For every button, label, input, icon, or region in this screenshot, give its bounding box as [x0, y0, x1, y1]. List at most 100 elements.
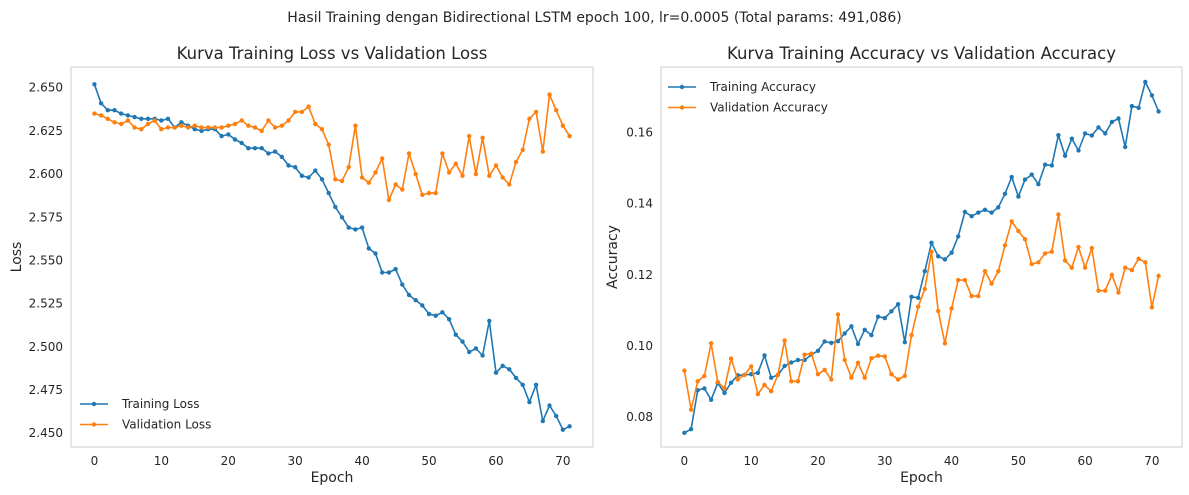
accuracy-data-point-validation	[1082, 265, 1088, 270]
accuracy-data-point-training	[962, 209, 968, 215]
accuracy-data-point-training	[1076, 148, 1081, 153]
loss-data-point-validation	[185, 125, 191, 130]
loss-data-point-training	[353, 227, 358, 232]
loss-data-point-training	[480, 353, 485, 358]
loss-data-point-validation	[192, 123, 197, 128]
loss-data-point-validation	[507, 182, 512, 187]
accuracy-data-point-validation	[1002, 243, 1008, 248]
accuracy-data-point-training	[762, 353, 767, 358]
loss-data-point-validation	[139, 127, 144, 132]
accuracy-axes-frame	[660, 66, 1183, 448]
accuracy-data-point-validation	[1103, 288, 1108, 293]
accuracy-data-point-training	[889, 309, 894, 314]
accuracy-data-point-validation	[849, 375, 854, 380]
accuracy-data-point-validation	[715, 379, 720, 385]
loss-data-point-validation	[98, 113, 104, 118]
accuracy-data-point-training	[1103, 131, 1108, 136]
loss-data-point-validation	[165, 125, 171, 130]
accuracy-data-point-training	[728, 380, 734, 385]
loss-data-point-validation	[386, 197, 392, 203]
loss-data-point-validation	[560, 123, 566, 128]
accuracy-data-point-training	[909, 294, 914, 299]
accuracy-data-point-training	[1029, 172, 1034, 177]
accuracy-y-tick-label: 0.14	[626, 197, 653, 211]
accuracy-data-point-validation	[755, 391, 761, 397]
accuracy-data-point-validation	[835, 312, 841, 317]
accuracy-data-point-validation	[1022, 237, 1028, 242]
loss-data-point-training	[413, 298, 418, 303]
loss-data-point-training	[540, 418, 545, 424]
accuracy-data-point-validation	[795, 379, 801, 384]
loss-data-point-validation	[533, 109, 539, 115]
loss-data-point-training	[520, 382, 525, 387]
loss-data-point-training	[125, 113, 131, 118]
legend-entry-label: Training Accuracy	[709, 80, 816, 94]
loss-data-point-training	[252, 146, 258, 151]
accuracy-y-tick-label: 0.08	[626, 410, 653, 424]
accuracy-data-point-training	[855, 341, 861, 347]
accuracy-data-point-validation	[1056, 212, 1061, 217]
loss-data-point-validation	[219, 125, 224, 130]
accuracy-data-point-validation	[895, 377, 901, 382]
loss-data-point-validation	[172, 125, 177, 130]
accuracy-series-line-training	[684, 81, 1160, 434]
accuracy-data-point-validation	[855, 360, 861, 365]
loss-data-point-training	[199, 128, 204, 134]
loss-data-point-training	[366, 246, 371, 251]
loss-data-point-training	[359, 225, 365, 230]
loss-data-point-training	[232, 137, 238, 142]
loss-data-point-validation	[373, 170, 378, 175]
loss-data-point-training	[393, 266, 398, 272]
accuracy-x-tick-label: 60	[1078, 454, 1093, 468]
loss-data-point-training	[339, 215, 345, 220]
accuracy-data-point-training	[895, 302, 901, 307]
loss-data-point-training	[567, 424, 572, 429]
loss-data-point-validation	[293, 109, 298, 115]
accuracy-x-axis-label: Epoch	[900, 470, 943, 486]
accuracy-data-point-validation	[822, 367, 827, 373]
loss-data-point-validation	[299, 109, 305, 115]
loss-data-point-validation	[460, 173, 465, 178]
accuracy-data-point-training	[1036, 182, 1041, 187]
accuracy-data-point-training	[1156, 109, 1161, 114]
accuracy-data-point-validation	[769, 389, 774, 394]
loss-x-tick-label: 50	[421, 454, 436, 468]
loss-axes-frame	[70, 66, 594, 448]
accuracy-data-point-training	[942, 257, 948, 262]
loss-data-point-training	[266, 151, 271, 156]
accuracy-data-point-validation	[909, 332, 914, 338]
accuracy-data-point-validation	[842, 357, 847, 363]
loss-data-point-training	[507, 367, 512, 372]
accuracy-data-point-training	[916, 295, 921, 300]
accuracy-data-point-validation	[702, 373, 707, 379]
loss-data-point-training	[440, 310, 445, 315]
accuracy-data-point-validation	[1009, 219, 1014, 224]
loss-x-tick-label: 0	[91, 454, 99, 468]
loss-data-point-training	[119, 111, 124, 116]
loss-x-tick-label: 60	[488, 454, 503, 468]
legend-marker	[679, 105, 685, 110]
accuracy-data-point-validation	[889, 372, 894, 377]
accuracy-data-point-validation	[1136, 256, 1141, 261]
loss-data-point-training	[145, 116, 151, 122]
accuracy-data-point-validation	[1123, 265, 1128, 270]
accuracy-y-tick-label: 0.12	[626, 268, 653, 282]
loss-data-point-validation	[313, 121, 318, 127]
accuracy-data-point-validation	[1089, 245, 1095, 251]
loss-data-point-training	[306, 175, 311, 180]
loss-data-point-training	[105, 108, 111, 113]
accuracy-data-point-validation	[762, 382, 767, 388]
loss-data-point-training	[446, 317, 452, 322]
accuracy-x-tick-label: 20	[810, 454, 825, 468]
accuracy-data-point-training	[822, 339, 827, 344]
accuracy-data-point-validation	[742, 372, 747, 378]
accuracy-data-point-validation	[929, 249, 934, 254]
loss-data-point-training	[406, 292, 412, 298]
loss-data-point-validation	[420, 192, 425, 197]
accuracy-data-point-training	[969, 214, 974, 219]
loss-data-point-validation	[206, 125, 211, 130]
loss-y-tick-label: 2.525	[29, 297, 63, 311]
loss-data-point-training	[192, 127, 197, 132]
loss-y-axis-label: Loss	[9, 242, 25, 273]
accuracy-data-point-validation	[1129, 267, 1135, 273]
